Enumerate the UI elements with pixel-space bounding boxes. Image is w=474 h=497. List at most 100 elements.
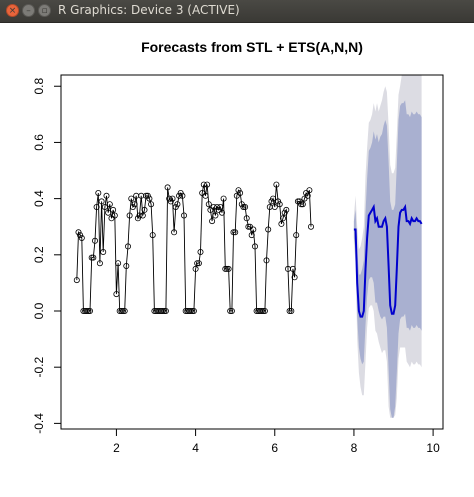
- observed-point: [100, 248, 107, 255]
- y-tick-label: 0.6: [32, 134, 46, 151]
- observed-point: [83, 307, 90, 314]
- observed-point: [283, 206, 290, 213]
- x-tick-label: 8: [351, 441, 358, 455]
- observed-point: [105, 209, 112, 216]
- observed-point: [202, 192, 209, 199]
- observed-point: [288, 307, 295, 314]
- observed-point: [273, 181, 280, 188]
- observed-point: [90, 254, 97, 261]
- observed-point: [237, 189, 244, 196]
- observed-point: [258, 307, 265, 314]
- observed-point: [88, 254, 95, 261]
- observed-point: [261, 307, 268, 314]
- observed-point: [136, 212, 143, 219]
- x-tick-label: 6: [271, 441, 278, 455]
- observed-point: [276, 201, 283, 208]
- observed-point: [169, 195, 176, 202]
- x-axis: 2 4 6 8 10: [113, 428, 440, 455]
- observed-point: [279, 215, 286, 222]
- x-tick-label: 2: [113, 441, 120, 455]
- observed-point: [111, 212, 118, 219]
- observed-point: [87, 307, 94, 314]
- observed-point: [232, 229, 239, 236]
- observed-point: [187, 307, 194, 314]
- close-window-button[interactable]: ×: [6, 4, 19, 17]
- observed-point: [289, 265, 296, 272]
- observed-point: [164, 184, 171, 191]
- observed-point: [110, 206, 117, 213]
- observed-point: [230, 229, 237, 236]
- observed-point: [180, 212, 187, 219]
- observed-point: [217, 203, 224, 210]
- observed-point: [101, 203, 108, 210]
- observed-series: [73, 181, 314, 314]
- observed-point: [139, 212, 146, 219]
- y-tick-label: -0.4: [32, 413, 46, 434]
- observed-point: [121, 307, 128, 314]
- observed-point: [78, 234, 85, 241]
- observed-point: [291, 274, 298, 281]
- observed-point: [263, 257, 270, 264]
- observed-point: [148, 201, 155, 208]
- chart-title: Forecasts from STL + ETS(A,N,N): [141, 39, 363, 55]
- observed-point: [225, 265, 232, 272]
- observed-point: [179, 192, 186, 199]
- observed-point: [125, 243, 132, 250]
- observed-point: [171, 229, 178, 236]
- observed-point: [265, 226, 272, 233]
- observed-point: [73, 277, 80, 284]
- maximize-window-button[interactable]: ▫: [38, 4, 51, 17]
- observed-point: [299, 201, 306, 208]
- observed-point: [93, 203, 100, 210]
- observed-point: [189, 307, 196, 314]
- observed-point: [251, 243, 258, 250]
- observed-point: [270, 195, 277, 202]
- observed-point: [260, 307, 267, 314]
- observed-point: [298, 201, 305, 208]
- observed-point: [240, 203, 247, 210]
- observed-point: [204, 181, 211, 188]
- observed-point: [242, 203, 249, 210]
- x-tick-label: 4: [192, 441, 199, 455]
- observed-point: [123, 262, 130, 269]
- forecast-line: [353, 203, 423, 318]
- observed-point: [213, 203, 220, 210]
- observed-point: [131, 201, 138, 208]
- observed-point: [293, 232, 300, 239]
- observed-point: [96, 260, 103, 267]
- observed-point: [98, 198, 105, 205]
- observed-point: [128, 195, 135, 202]
- observed-point: [92, 237, 99, 244]
- observed-point: [243, 215, 250, 222]
- observed-point: [227, 307, 234, 314]
- observed-point: [307, 223, 314, 230]
- observed-point: [85, 307, 92, 314]
- x-tick-label: 10: [426, 441, 440, 455]
- observed-point: [106, 201, 113, 208]
- observed-point: [278, 220, 285, 227]
- observed-point: [194, 260, 201, 267]
- observed-point: [77, 232, 84, 239]
- observed-point: [222, 265, 229, 272]
- y-tick-label: 0.8: [32, 78, 46, 95]
- observed-point: [162, 307, 169, 314]
- observed-point: [223, 265, 230, 272]
- observed-point: [245, 223, 252, 230]
- observed-point: [115, 260, 122, 267]
- observed-point: [271, 203, 278, 210]
- observed-point: [209, 218, 216, 225]
- minimize-window-button[interactable]: –: [22, 4, 35, 17]
- observed-point: [118, 307, 125, 314]
- y-tick-label: -0.2: [32, 357, 46, 378]
- observed-point: [248, 232, 255, 239]
- y-tick-label: 0.4: [32, 190, 46, 207]
- observed-point: [146, 195, 153, 202]
- observed-point: [161, 307, 168, 314]
- observed-point: [149, 232, 156, 239]
- window-title: R Graphics: Device 3 (ACTIVE): [58, 3, 240, 17]
- observed-point: [205, 201, 212, 208]
- observed-point: [228, 307, 235, 314]
- forecast-chart: Forecasts from STL + ETS(A,N,N) 2 4 6 8 10 -…: [32, 39, 444, 455]
- forecast-series: [353, 203, 423, 318]
- y-tick-label: 0.2: [32, 246, 46, 263]
